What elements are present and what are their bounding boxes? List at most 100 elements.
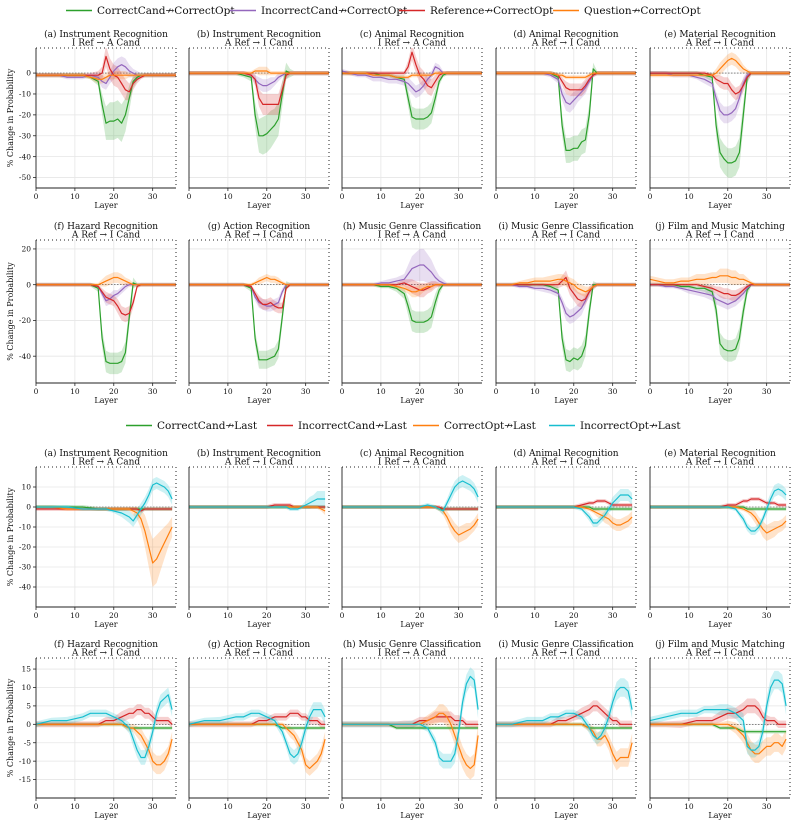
x-tick-label: 0 [494,802,499,811]
series-line [650,57,790,76]
top-legend: CorrectCand↛CorrectOpt IncorrectCand↛Corr… [66,5,701,17]
x-tick-label: 30 [608,611,618,620]
y-axis-label: % Change in Probability [6,262,15,361]
x-axis-label: Layer [554,396,577,405]
x-tick-label: 30 [454,192,464,201]
y-tick-label: -5 [24,738,32,747]
series-line [36,694,173,759]
y-tick-label: -10 [19,90,31,99]
legend-label: CorrectCand↛Last [157,420,258,432]
plot-area [650,670,787,763]
x-tick-label: 30 [762,387,772,396]
plot-area [496,62,636,163]
x-tick-label: 20 [109,802,119,811]
x-axis-label: Layer [94,201,117,210]
y-axis-label: % Change in Probability [6,68,15,167]
series-band [496,71,636,80]
x-tick-label: 20 [723,611,733,620]
panel-subtitle: A Ref → I Cand [531,649,601,659]
x-tick-label: 0 [34,802,39,811]
x-tick-label: 20 [262,802,272,811]
series-line [342,72,482,78]
series-band [342,248,482,287]
panel-subtitle: A Ref → I Cand [224,458,294,468]
legend-label: IncorrectCand↛CorrectOpt [261,5,408,17]
x-axis-label: Layer [94,620,117,629]
series-band [496,71,636,97]
x-axis-label: Layer [247,396,270,405]
x-axis-label: Layer [400,620,423,629]
series-line [496,284,636,318]
series-band [496,678,633,745]
series-band [189,274,329,287]
x-tick-label: 0 [187,387,192,396]
plot-area [189,62,329,155]
x-tick-label: 10 [684,802,694,811]
x-tick-label: 10 [376,802,386,811]
x-tick-label: 0 [648,192,653,201]
legend-label: IncorrectOpt↛Last [580,420,681,432]
x-axis-label: Layer [554,811,577,820]
series-line [36,74,176,80]
series-band [496,282,636,324]
panel-subtitle: A Ref → I Cand [685,39,755,49]
series-line [496,72,636,78]
x-axis-label: Layer [400,811,423,820]
grid [495,48,636,188]
series-line [189,723,326,770]
x-tick-label: 20 [262,192,272,201]
x-tick-label: 30 [301,192,311,201]
y-tick-label: -40 [19,352,31,361]
series-line [496,686,633,740]
series-band [36,505,173,587]
x-tick-label: 10 [684,387,694,396]
x-axis-label: Layer [400,396,423,405]
y-tick-label: -50 [19,173,31,182]
y-tick-label: -40 [19,152,31,161]
series-line [650,488,787,532]
legend-item: IncorrectOpt↛Last [549,420,681,432]
x-tick-label: 10 [530,192,540,201]
series-band [650,71,790,124]
x-tick-label: 10 [376,387,386,396]
x-axis-label: Layer [708,201,731,210]
panel-subtitle: A Ref → I Cand [71,649,141,659]
x-tick-label: 0 [340,802,345,811]
series-line [36,276,176,286]
series-band [189,709,326,728]
plot-area [189,491,326,515]
y-tick-label: -20 [19,316,31,325]
x-tick-label: 20 [109,611,119,620]
series-band [189,702,326,765]
x-tick-label: 20 [569,802,579,811]
plot-area [342,48,482,130]
series-line [36,482,173,522]
panel-title: (h) Music Genre Classification [343,639,481,650]
x-tick-label: 0 [340,387,345,396]
x-axis-label: Layer [247,811,270,820]
series-band [189,491,326,511]
x-tick-label: 10 [376,611,386,620]
y-tick-label: -10 [19,757,31,766]
y-tick-label: -20 [19,543,31,552]
series-line [342,284,482,293]
x-tick-label: 0 [34,611,39,620]
x-tick-label: 20 [415,192,425,201]
series-band [496,489,633,527]
x-axis-label: Layer [708,396,731,405]
x-tick-label: 10 [223,611,233,620]
panel-title: (e) Material Recognition [664,448,776,459]
x-tick-label: 10 [70,611,80,620]
x-axis-label: Layer [400,201,423,210]
grid [649,240,790,383]
series-band [650,670,787,758]
x-axis-label: Layer [247,620,270,629]
